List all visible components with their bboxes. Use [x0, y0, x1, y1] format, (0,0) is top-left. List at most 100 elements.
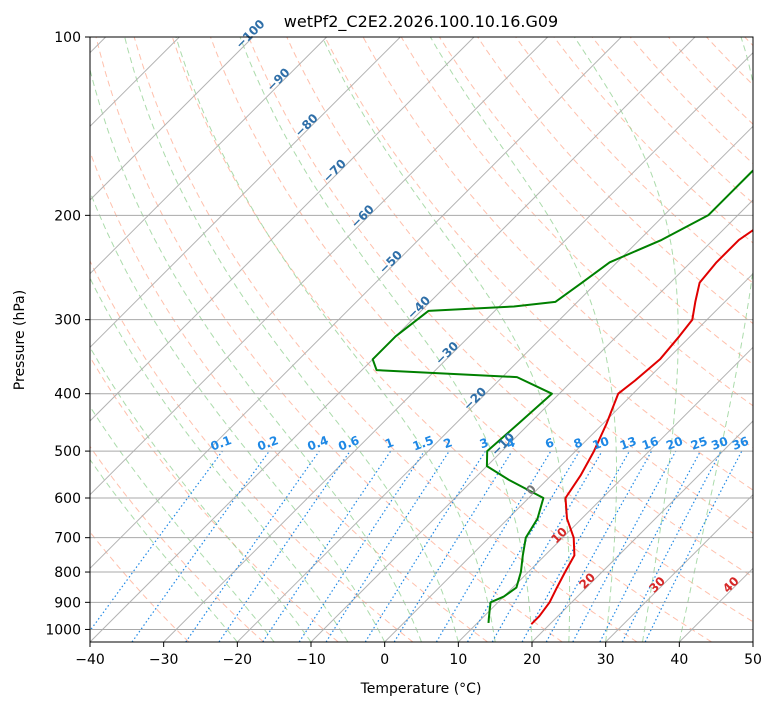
isotherm-label: 30 [646, 574, 668, 596]
isotherm-label: −70 [320, 156, 349, 185]
y-axis-ticks: 100 200 300 400 500 600 700 800 900 1000 [45, 30, 90, 638]
dry-adiabat [706, 37, 753, 86]
dry-adiabat [286, 37, 753, 534]
dry-adiabat [90, 356, 339, 642]
dry-adiabat [324, 37, 753, 491]
x-axis-label: Temperature (°C) [360, 681, 482, 697]
mixing-ratio-label: 2 [442, 435, 455, 451]
mixing-ratio-line [572, 450, 677, 642]
mixing-ratio-line [435, 450, 552, 642]
y-tick-label: 100 [54, 30, 81, 46]
dry-adiabat [591, 37, 753, 204]
moist-adiabat [321, 37, 571, 642]
isotherm-label: −60 [348, 202, 377, 231]
mixing-ratio-line [599, 450, 702, 642]
mixing-ratio-label: 20 [664, 434, 684, 453]
x-tick-label: 30 [597, 652, 615, 668]
y-tick-label: 300 [54, 313, 81, 329]
x-tick-label: −20 [223, 652, 253, 668]
dry-adiabat [744, 37, 753, 47]
y-tick-label: 200 [54, 208, 81, 224]
isotherm [90, 37, 328, 275]
x-tick-label: 10 [449, 652, 467, 668]
isotherm-label: −50 [376, 248, 405, 277]
dry-adiabat [553, 37, 753, 244]
mixing-ratio-label: 0.4 [306, 433, 331, 453]
mixing-ratio-label: 0.2 [256, 433, 281, 453]
isotherm [531, 420, 753, 642]
mixing-ratio-line [521, 450, 631, 642]
mixing-ratio-line [262, 450, 392, 642]
mixing-ratio-label: 10 [591, 434, 611, 453]
mixing-ratio-label: 1 [383, 435, 396, 451]
isotherm [90, 37, 549, 496]
dry-adiabat [210, 37, 753, 623]
y-tick-label: 800 [54, 565, 81, 581]
moist-adiabat [90, 190, 386, 642]
isotherm [310, 199, 753, 642]
isotherm-label: −20 [461, 384, 490, 413]
x-tick-label: −40 [75, 652, 105, 668]
dry-adiabat [95, 37, 563, 642]
isotherm-label: 40 [720, 574, 742, 596]
isotherm-label: −100 [233, 17, 268, 52]
isotherm-label: −80 [292, 111, 321, 140]
mixing-ratio-label: 6 [543, 435, 556, 451]
mixing-ratio-label: 0.6 [336, 433, 361, 453]
dry-adiabat [248, 37, 753, 578]
isotherm [605, 493, 753, 642]
isotherm [678, 567, 753, 642]
x-tick-label: 20 [523, 652, 541, 668]
isotherm [384, 272, 753, 642]
dewpoint-line [371, 169, 753, 623]
pressure-gridlines [90, 37, 753, 630]
mixing-ratio-label: 16 [640, 434, 660, 453]
mixing-ratio-line [298, 450, 425, 642]
x-tick-label: −30 [149, 652, 179, 668]
isotherm [163, 51, 753, 642]
x-tick-label: 50 [744, 652, 762, 668]
mixing-ratio-line [185, 450, 320, 642]
mixing-ratio-line [644, 450, 743, 642]
isotherm-label: −90 [264, 65, 293, 94]
plot-frame [89, 36, 754, 643]
moist-adiabat [90, 276, 349, 642]
isotherm [90, 37, 401, 349]
dry-adiabat [668, 37, 753, 125]
moist-adiabat [573, 37, 679, 642]
mixing-ratio-line [218, 450, 351, 642]
y-axis-label: Pressure (hPa) [12, 290, 28, 390]
dry-adiabat [90, 150, 488, 642]
isotherm [90, 37, 254, 201]
mixing-ratio-label: 30 [709, 434, 729, 453]
isotherm [90, 37, 475, 422]
y-tick-label: 400 [54, 387, 81, 403]
mixing-ratio-line [131, 450, 270, 642]
y-tick-label: 600 [54, 491, 81, 507]
isotherm [457, 346, 753, 642]
x-axis-ticks: −40 −30 −20 −10 0 10 20 30 40 50 [75, 642, 762, 668]
moist-adiabat [90, 405, 275, 642]
background-lines [90, 37, 753, 642]
dry-adiabat [515, 37, 753, 284]
mixing-ratio-line [545, 450, 653, 642]
moist-adiabat [90, 458, 238, 642]
mixing-ratio-label: 8 [572, 435, 585, 451]
x-tick-label: −10 [296, 652, 326, 668]
mixing-ratio-line [364, 450, 486, 642]
moist-adiabat [678, 37, 753, 642]
x-tick-label: 0 [380, 652, 389, 668]
y-tick-label: 1000 [45, 622, 81, 638]
y-tick-label: 700 [54, 531, 81, 547]
dry-adiabat [133, 37, 638, 642]
x-tick-label: 40 [670, 652, 688, 668]
isotherm-label: 20 [576, 570, 598, 592]
moist-adiabat [124, 37, 459, 642]
moist-adiabat [175, 37, 496, 642]
mixing-ratio-line [325, 450, 450, 642]
isotherm [752, 641, 753, 642]
mixing-ratio-label: 0.1 [209, 433, 234, 453]
moist-adiabat [90, 67, 422, 642]
